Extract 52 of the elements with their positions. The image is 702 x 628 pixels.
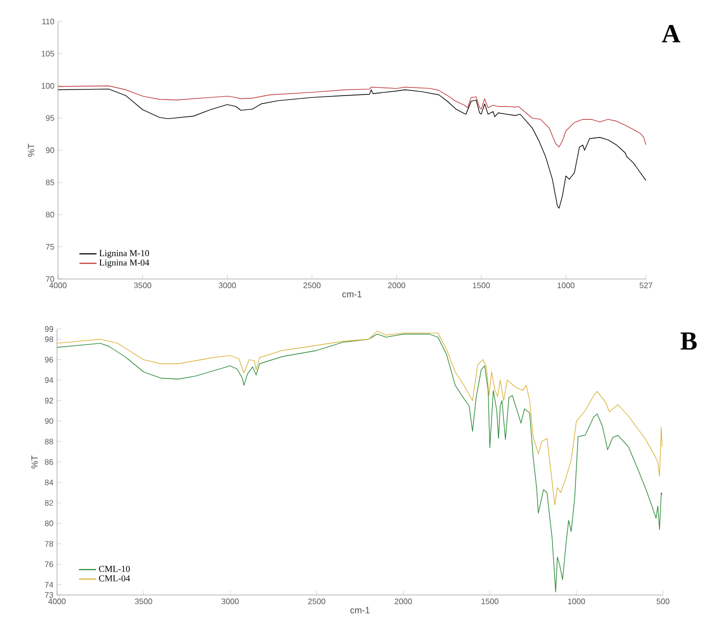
y-tick-label: 80 (44, 520, 54, 526)
line-series (57, 330, 662, 506)
y-tick-label: 84 (44, 480, 54, 486)
y-tick-label: 85 (46, 180, 54, 186)
chart-title: A (662, 25, 680, 42)
x-tick-label: 2000 (388, 282, 406, 288)
x-tick-label: 4000 (49, 282, 67, 288)
y-tick-label: 92 (44, 398, 54, 404)
x-tick-label: 4000 (48, 598, 66, 604)
x-axis-title: cm-1 (350, 607, 370, 614)
y-axis-title: %T (28, 144, 34, 157)
legend-label: CML-10 (99, 566, 130, 572)
y-tick-label: 96 (44, 356, 54, 363)
x-tick-label: 3500 (134, 598, 152, 604)
y-tick-label: 105 (42, 50, 54, 57)
chart-title: B (680, 332, 697, 350)
y-tick-label: 100 (42, 83, 54, 89)
x-tick-label: 527 (640, 282, 652, 288)
y-tick-label: 88 (44, 438, 54, 444)
y-tick-label: 90 (46, 147, 54, 154)
line-series (58, 86, 646, 148)
y-tick-label: 73 (44, 592, 54, 598)
y-tick-label: 82 (44, 500, 54, 506)
x-tick-label: 500 (656, 598, 670, 604)
x-tick-label: 1500 (482, 598, 498, 604)
y-tick-label: 75 (46, 244, 54, 250)
x-axis-title: cm-1 (342, 291, 362, 298)
y-tick-label: 78 (44, 541, 54, 547)
y-tick-label: 90 (44, 418, 54, 424)
x-tick-label: 2500 (303, 282, 321, 288)
x-tick-label: 1500 (472, 282, 490, 288)
x-tick-label: 2500 (308, 598, 326, 604)
y-tick-label: 110 (42, 18, 54, 24)
legend-label: Lignina M-10 (99, 250, 150, 258)
y-tick-label: 76 (44, 561, 54, 568)
y-tick-label: 74 (44, 582, 54, 588)
y-axis-title: %T (31, 455, 38, 468)
legend-label: CML-04 (99, 575, 130, 582)
x-tick-label: 3000 (218, 282, 236, 288)
legend-label: Lignina M-04 (99, 260, 150, 268)
x-tick-label: 3000 (222, 598, 239, 604)
y-tick-label: 80 (46, 212, 54, 218)
x-tick-label: 1000 (568, 598, 586, 604)
y-tick-label: 99 (44, 326, 54, 332)
y-tick-label: 98 (44, 336, 54, 342)
y-tick-label: 86 (44, 459, 54, 465)
x-tick-label: 3500 (134, 282, 152, 288)
x-tick-label: 2000 (394, 598, 412, 604)
y-tick-label: 95 (46, 115, 54, 121)
y-tick-label: 70 (46, 276, 54, 282)
x-tick-label: 1000 (558, 282, 574, 288)
y-tick-label: 94 (44, 377, 54, 383)
